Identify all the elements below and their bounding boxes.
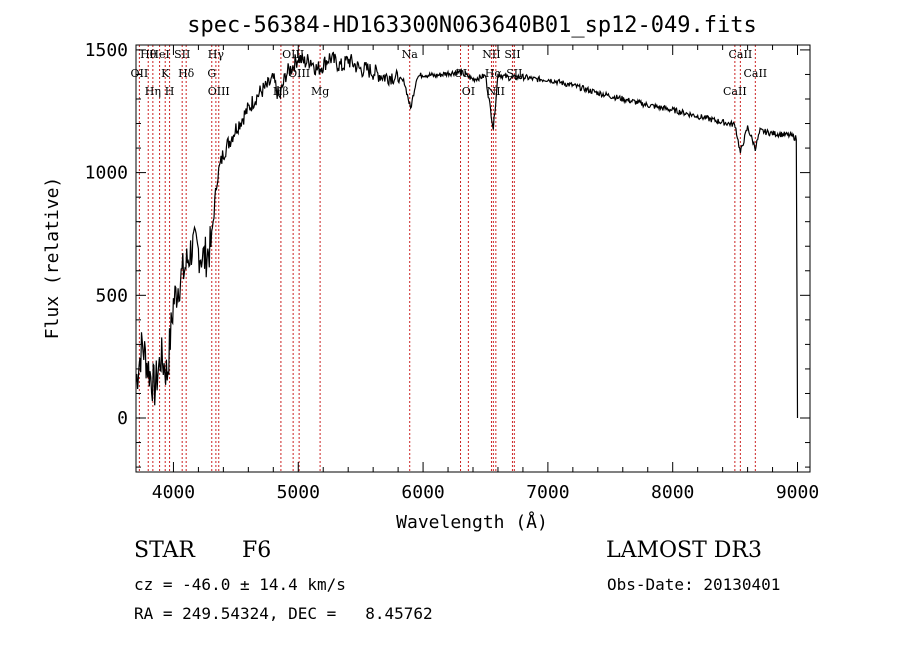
line-label: Na: [402, 48, 419, 61]
y-tick-label: 500: [95, 285, 128, 306]
redshift-value: cz = -46.0 ± 14.4 km/s: [134, 575, 346, 594]
survey-name: LAMOST DR3: [606, 538, 762, 563]
line-label: SII: [174, 48, 190, 61]
line-label: Hη: [145, 85, 161, 98]
y-tick-label: 0: [117, 408, 128, 429]
object-class: STAR: [134, 538, 195, 563]
line-label: K: [161, 67, 170, 80]
observation-date: Obs-Date: 20130401: [607, 575, 781, 594]
line-label: Hθ: [140, 48, 157, 61]
y-tick-label: 1500: [85, 40, 128, 61]
line-label: SII: [504, 48, 520, 61]
line-label: OI: [462, 85, 475, 98]
y-tick-label: 1000: [85, 163, 128, 184]
plot-frame: [135, 44, 811, 473]
object-subclass: F6: [242, 538, 272, 563]
line-labels: HθOIIHηHeIKHSIIHδOIIIHγGHβOIIIOIIIMgNaOI…: [131, 48, 768, 98]
x-axis-ticks: 4000 5000 6000 7000 8000 9000: [152, 45, 819, 503]
line-label: HeI: [149, 48, 169, 61]
x-tick-label: 8000: [651, 482, 694, 503]
x-tick-label: 6000: [401, 482, 444, 503]
line-label: Hγ: [208, 48, 225, 61]
y-axis-label: Flux (relative): [42, 177, 63, 340]
x-tick-label: 9000: [776, 482, 819, 503]
line-label: Hα: [485, 67, 503, 80]
x-tick-label: 5000: [277, 482, 320, 503]
line-label: NII: [487, 85, 505, 98]
line-label: CaII: [729, 48, 753, 61]
spectrum-line: [136, 51, 799, 419]
x-tick-label: 4000: [152, 482, 195, 503]
x-axis-label: Wavelength (Å): [396, 511, 548, 533]
coordinates: RA = 249.54324, DEC = 8.45762: [134, 604, 433, 623]
line-label: CaII: [723, 85, 747, 98]
line-label: OIII: [208, 85, 230, 98]
x-tick-label: 7000: [526, 482, 569, 503]
line-label: H: [165, 85, 175, 98]
line-label: CaII: [743, 67, 767, 80]
line-label: NII: [482, 48, 500, 61]
line-label: OII: [131, 67, 149, 80]
line-label: G: [207, 67, 216, 80]
chart-title: spec-56384-HD163300N063640B01_sp12-049.f…: [187, 13, 757, 38]
line-label: Mg: [311, 85, 329, 98]
line-label: Hδ: [178, 67, 195, 80]
y-axis-ticks: 0 500 1000 1500: [85, 40, 810, 468]
